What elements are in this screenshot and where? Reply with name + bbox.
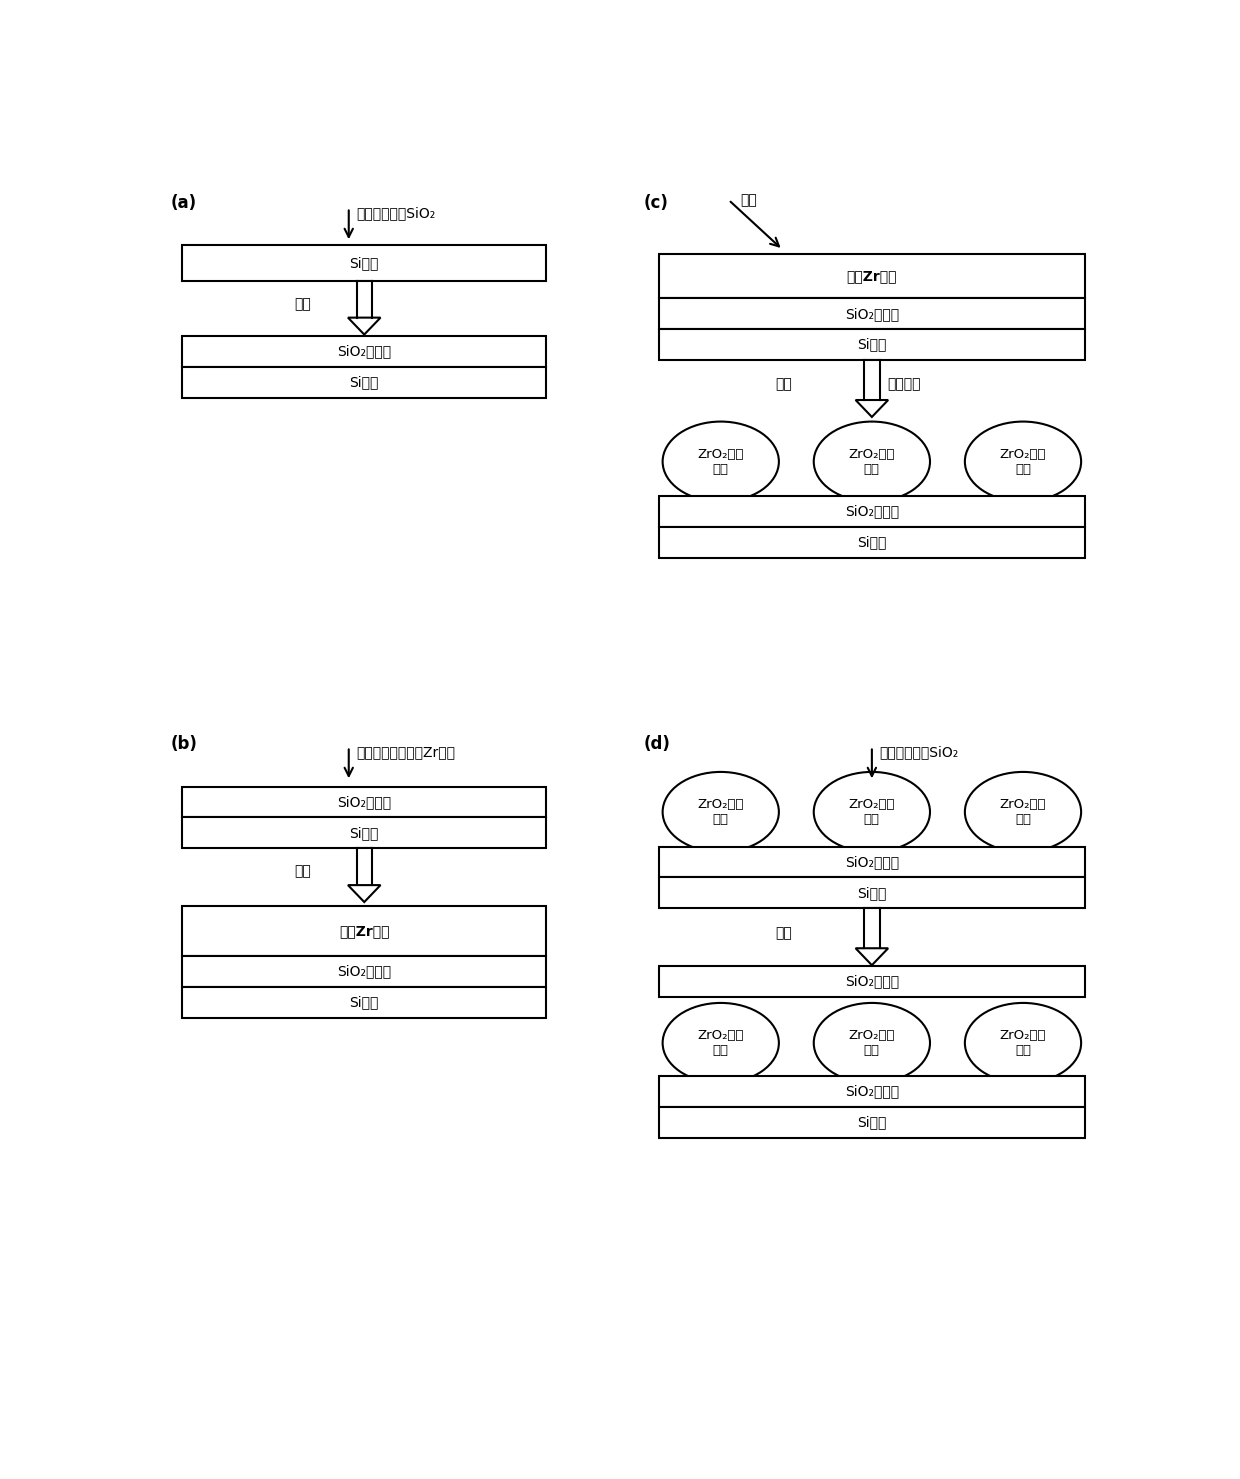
Bar [182, 336, 547, 367]
Bar [182, 986, 547, 1018]
Bar [182, 907, 547, 955]
Text: 形成: 形成 [775, 926, 792, 939]
Bar [658, 966, 1085, 997]
Text: 原位退火: 原位退火 [888, 377, 921, 392]
Bar [864, 908, 879, 948]
Text: Si衬底: Si衬底 [350, 825, 379, 840]
Bar [658, 497, 1085, 527]
Text: ZrO₂纳米
颗粒: ZrO₂纳米 颗粒 [697, 1029, 744, 1057]
Bar [182, 787, 547, 818]
Polygon shape [856, 948, 888, 966]
Text: SiO₂隧穿层: SiO₂隧穿层 [844, 504, 899, 519]
Text: SiO₂隧穿层: SiO₂隧穿层 [844, 306, 899, 321]
Polygon shape [856, 399, 888, 417]
Bar [182, 818, 547, 847]
Text: SiO₂隧穿层: SiO₂隧穿层 [844, 1084, 899, 1099]
Text: Si衬底: Si衬底 [350, 995, 379, 1009]
Bar [658, 1077, 1085, 1106]
Bar [658, 299, 1085, 330]
Bar [658, 1106, 1085, 1137]
Bar [864, 359, 879, 399]
Text: (c): (c) [644, 194, 668, 211]
Text: Si衬底: Si衬底 [350, 376, 379, 389]
Ellipse shape [662, 422, 779, 501]
Ellipse shape [662, 772, 779, 852]
Ellipse shape [965, 772, 1081, 852]
Text: SiO₂阻挡层: SiO₂阻挡层 [844, 975, 899, 988]
Bar [658, 877, 1085, 908]
Ellipse shape [965, 422, 1081, 501]
Text: 形成: 形成 [775, 377, 792, 392]
Text: ZrO₂纳米
颗粒: ZrO₂纳米 颗粒 [848, 448, 895, 476]
Text: (b): (b) [171, 735, 197, 753]
Text: 脉冲激光沉积SiO₂: 脉冲激光沉积SiO₂ [357, 206, 435, 220]
Text: Si衬底: Si衬底 [857, 886, 887, 899]
Text: ZrO₂纳米
颗粒: ZrO₂纳米 颗粒 [697, 799, 744, 825]
Text: Si衬底: Si衬底 [350, 256, 379, 271]
Bar [658, 254, 1085, 299]
Text: Si衬底: Si衬底 [857, 535, 887, 550]
Polygon shape [348, 884, 381, 902]
Text: 形成: 形成 [295, 864, 311, 879]
Bar [658, 527, 1085, 558]
Text: ZrO₂纳米
颗粒: ZrO₂纳米 颗粒 [848, 799, 895, 825]
Bar [182, 246, 547, 281]
Bar [357, 281, 372, 318]
Bar [182, 367, 547, 398]
Text: SiO₂隧穿层: SiO₂隧穿层 [844, 855, 899, 870]
Bar [658, 330, 1085, 359]
Text: Si衬底: Si衬底 [857, 1115, 887, 1130]
Bar [658, 846, 1085, 877]
Text: ZrO₂纳米
颗粒: ZrO₂纳米 颗粒 [999, 1029, 1047, 1057]
Ellipse shape [813, 772, 930, 852]
Text: Si衬底: Si衬底 [857, 337, 887, 352]
Text: ZrO₂纳米
颗粒: ZrO₂纳米 颗粒 [848, 1029, 895, 1057]
Text: ZrO₂纳米
颗粒: ZrO₂纳米 颗粒 [999, 799, 1047, 825]
Text: 形成: 形成 [295, 297, 311, 311]
Text: SiO₂隧穿层: SiO₂隧穿层 [337, 345, 392, 358]
Text: 氧气: 氧气 [740, 194, 756, 207]
Bar [182, 955, 547, 986]
Text: (d): (d) [644, 735, 670, 753]
Text: ZrO₂纳米
颗粒: ZrO₂纳米 颗粒 [999, 448, 1047, 476]
Polygon shape [348, 318, 381, 334]
Text: (a): (a) [171, 194, 197, 211]
Ellipse shape [813, 1003, 930, 1083]
Text: 金属Zr薄膜: 金属Zr薄膜 [847, 269, 897, 282]
Text: SiO₂隧穿层: SiO₂隧穿层 [337, 794, 392, 809]
Ellipse shape [965, 1003, 1081, 1083]
Ellipse shape [813, 422, 930, 501]
Text: 脉冲激光沉积金属Zr薄膜: 脉冲激光沉积金属Zr薄膜 [357, 745, 455, 759]
Text: ZrO₂纳米
颗粒: ZrO₂纳米 颗粒 [697, 448, 744, 476]
Bar [357, 847, 372, 884]
Ellipse shape [662, 1003, 779, 1083]
Text: 金属Zr薄膜: 金属Zr薄膜 [339, 924, 389, 938]
Text: 脉冲激光沉积SiO₂: 脉冲激光沉积SiO₂ [879, 745, 959, 759]
Text: SiO₂隧穿层: SiO₂隧穿层 [337, 964, 392, 978]
